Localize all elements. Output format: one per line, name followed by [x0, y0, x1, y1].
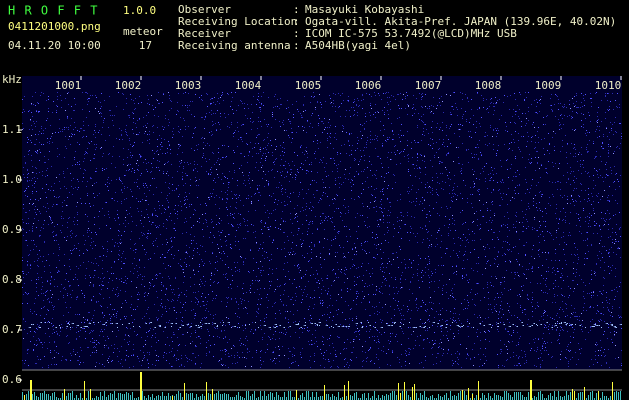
x-tick-label: 1010: [595, 79, 622, 92]
meteor-count: 17: [139, 39, 152, 52]
x-tick-label: 1005: [295, 79, 322, 92]
hist-yellow: [24, 372, 613, 400]
info-label: Receiving Location: [178, 15, 297, 28]
info-value: ICOM IC-575 53.7492(@LCD)MHz USB: [305, 27, 517, 40]
meteor-echoes: [28, 322, 622, 328]
info-value: Ogata-vill. Akita-Pref. JAPAN (139.96E, …: [305, 15, 616, 28]
x-tick-label: 1009: [535, 79, 562, 92]
info-value: Masayuki Kobayashi: [305, 3, 424, 16]
y-tick-label: 0.6: [2, 373, 22, 386]
y-tick-label: 1.1: [2, 123, 22, 136]
x-tick-label: 1002: [115, 79, 142, 92]
info-value: A504HB(yagi 4el): [305, 39, 411, 52]
y-tick-label: 1.0: [2, 173, 22, 186]
noise-dots: [22, 92, 622, 368]
info-label: Receiver: [178, 27, 231, 40]
x-tick-label: 1006: [355, 79, 382, 92]
info-label: Receiving antenna: [178, 39, 291, 52]
app-title: H R O F F T: [8, 4, 98, 18]
info-separator: :: [293, 39, 300, 52]
info-label: Observer: [178, 3, 231, 16]
x-tick-label: 1003: [175, 79, 202, 92]
info-separator: :: [293, 3, 300, 16]
datetime: 04.11.20 10:00: [8, 39, 101, 52]
info-separator: :: [293, 27, 300, 40]
meteor-histogram: [22, 372, 621, 400]
x-tick-label: 1004: [235, 79, 262, 92]
spectrogram-noise: [22, 92, 622, 368]
info-separator: :: [293, 15, 300, 28]
y-tick-label: 0.8: [2, 273, 22, 286]
axis-unit: kHz: [2, 73, 22, 86]
app-version: 1.0.0: [123, 4, 156, 17]
filename: 0411201000.png: [8, 20, 101, 33]
x-tick-label: 1001: [55, 79, 82, 92]
meteor-label: meteor: [123, 25, 163, 38]
y-tick-label: 0.9: [2, 223, 22, 236]
y-tick-label: 0.7: [2, 323, 22, 336]
x-tick-label: 1007: [415, 79, 442, 92]
x-tick-label: 1008: [475, 79, 502, 92]
